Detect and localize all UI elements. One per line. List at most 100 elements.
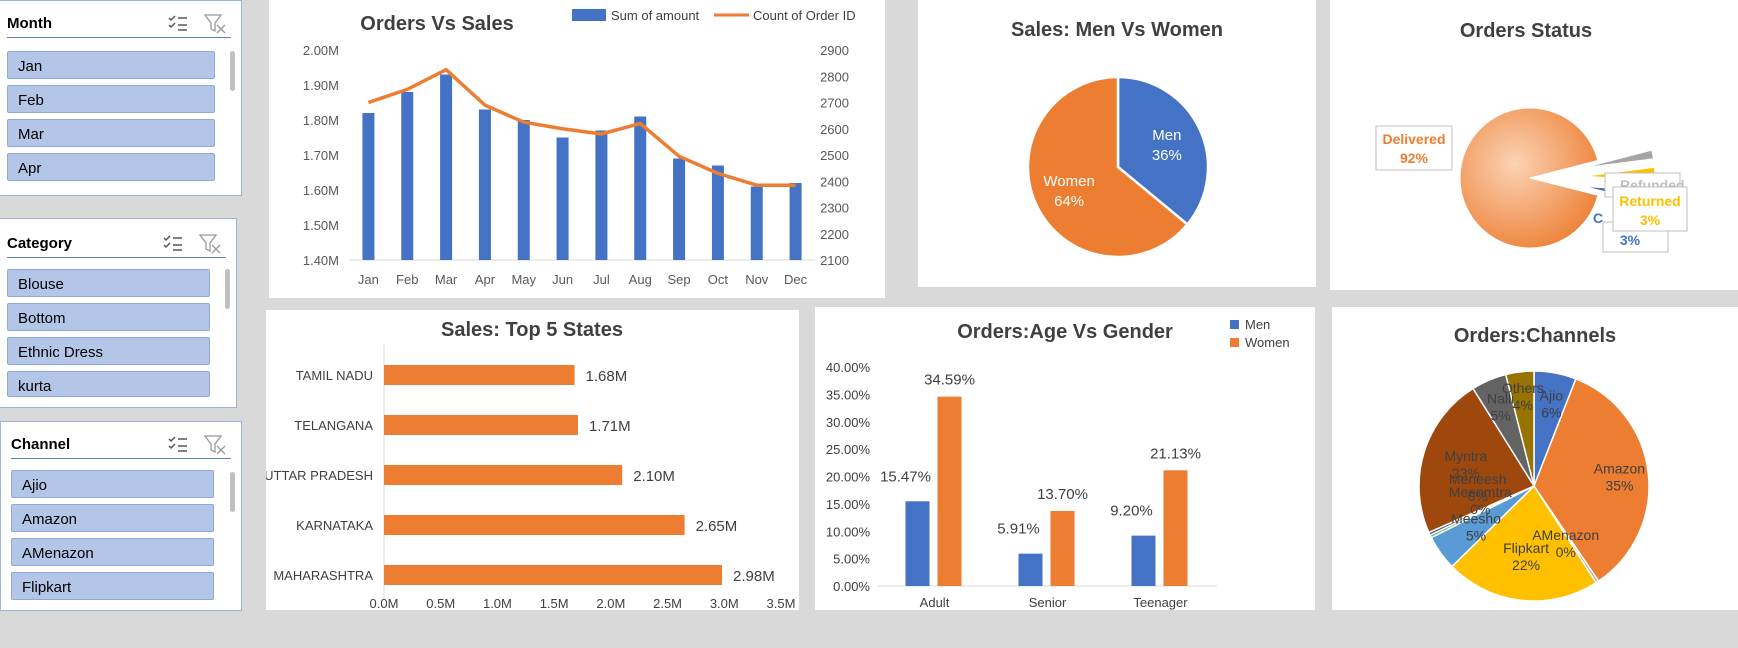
- pie-slice-refunded: [1583, 149, 1655, 169]
- x-tick-label: 1.0M: [483, 596, 512, 610]
- bar-sum-of-amount: [634, 116, 647, 260]
- y-left-tick-label: 1.70M: [303, 148, 339, 163]
- pie-label-delivered: Delivered: [1382, 131, 1445, 147]
- x-tick-label: Dec: [784, 272, 808, 287]
- category-slicer-header: Category: [7, 231, 226, 258]
- pie-label-nalli: Nalli: [1487, 391, 1514, 407]
- bar-sum-of-amount: [517, 120, 530, 260]
- bar-sum-of-amount: [789, 183, 802, 260]
- y-right-tick-label: 2400: [820, 174, 849, 189]
- y-right-tick-label: 2700: [820, 96, 849, 111]
- month-slicer: Month Jan Feb Mar Apr: [0, 0, 242, 196]
- bar-sum-of-amount: [595, 130, 608, 260]
- slicer-item-apr[interactable]: Apr: [7, 153, 215, 181]
- chart-title: Orders Vs Sales: [360, 13, 513, 35]
- data-label-women: 13.70%: [1037, 486, 1088, 503]
- x-tick-label: Adult: [920, 595, 950, 610]
- pie-label-meesho: Meesho: [1451, 510, 1501, 526]
- bar-state: [384, 465, 623, 485]
- y-right-tick-label: 2100: [820, 253, 849, 268]
- pie-slice-myntra: [1418, 387, 1536, 534]
- x-tick-label: Feb: [396, 272, 418, 287]
- data-label-men: 5.91%: [997, 521, 1040, 538]
- bar-sum-of-amount: [673, 158, 686, 260]
- x-tick-label: 0.5M: [426, 596, 455, 610]
- x-tick-label: Mar: [435, 272, 458, 287]
- channels-card: Orders:Channels Ajio 6% Amazon 35% AMenazon 0%…: [1332, 307, 1738, 610]
- channel-slicer-scrollbar[interactable]: [230, 472, 235, 512]
- bar-state: [384, 565, 723, 585]
- multi-select-icon[interactable]: [162, 233, 184, 253]
- slicer-item-jan[interactable]: Jan: [7, 51, 215, 79]
- age-gender-card: Orders:Age Vs Gender Men Women 0.00% 5.00% 10…: [815, 307, 1315, 610]
- y-tick-label: KARNATAKA: [296, 518, 373, 533]
- slicer-item-flipkart[interactable]: Flipkart: [11, 572, 214, 600]
- data-label-women: 34.59%: [924, 372, 975, 389]
- slicer-item-feb[interactable]: Feb: [7, 85, 215, 113]
- data-label-state: 1.68M: [586, 368, 628, 385]
- bar-women: [1050, 510, 1075, 586]
- legend-label-women: Women: [1245, 335, 1290, 350]
- category-slicer-scrollbar[interactable]: [225, 269, 230, 309]
- pie-value-meesho: 5%: [1466, 527, 1486, 543]
- data-label-women: 21.13%: [1150, 445, 1201, 462]
- bar-men: [1131, 535, 1156, 586]
- bar-men: [905, 501, 930, 586]
- pie-label-men: Men: [1152, 127, 1181, 144]
- slicer-item-mar[interactable]: Mar: [7, 119, 215, 147]
- bar-state: [384, 415, 578, 435]
- slicer-item-blouse[interactable]: Blouse: [7, 269, 210, 297]
- slicer-item-bottom[interactable]: Bottom: [7, 303, 210, 331]
- clear-filter-icon[interactable]: [198, 233, 222, 255]
- pie-value-returned: 3%: [1640, 212, 1661, 228]
- pie-label-meneesh: Meneesh: [1449, 471, 1507, 487]
- x-tick-label: Jan: [358, 272, 379, 287]
- x-tick-label: Senior: [1029, 595, 1067, 610]
- clear-filter-icon[interactable]: [203, 434, 227, 456]
- pie-label-myntra: Myntra: [1444, 448, 1487, 464]
- pie-slice-women: [1026, 75, 1190, 259]
- orders-status-chart: Orders StatusDelivered92%RefundedC3%Retu…: [1375, 20, 1688, 253]
- pie-value-ajio: 6%: [1541, 405, 1561, 421]
- y-tick-label: UTTAR PRADESH: [266, 468, 373, 483]
- sales-gender-card: Sales: Men Vs Women Men 36% Women 64%: [918, 0, 1316, 287]
- x-tick-label: Oct: [708, 272, 729, 287]
- channel-slicer-header: Channel: [11, 432, 231, 459]
- legend-swatch-women: [1230, 338, 1239, 347]
- slicer-item-ethnic-dress[interactable]: Ethnic Dress: [7, 337, 210, 365]
- pie-value-delivered: 92%: [1400, 150, 1429, 166]
- month-slicer-scrollbar[interactable]: [230, 51, 235, 91]
- y-left-tick-label: 1.40M: [303, 253, 339, 268]
- pie-slice-flipkart: [1450, 484, 1598, 602]
- channel-slicer: Channel Ajio Amazon AMenazon Flipkart: [0, 421, 242, 611]
- x-tick-label: 0.0M: [370, 596, 399, 610]
- slicer-item-amenazon[interactable]: AMenazon: [11, 538, 214, 566]
- pie-label-amazon: Amazon: [1594, 461, 1645, 477]
- multi-select-icon[interactable]: [167, 13, 189, 33]
- bar-state: [384, 365, 575, 385]
- y-tick-label: 20.00%: [826, 470, 871, 485]
- slicer-item-amazon[interactable]: Amazon: [11, 504, 214, 532]
- y-tick-label: 5.00%: [833, 552, 870, 567]
- y-left-tick-label: 1.80M: [303, 113, 339, 128]
- bar-sum-of-amount: [362, 113, 375, 260]
- legend-swatch-men: [1230, 320, 1239, 329]
- orders-vs-sales-card: Orders Vs Sales Sum of amount Count of Ord…: [269, 0, 885, 298]
- pie-slice-others: [1504, 370, 1535, 487]
- legend-label-men: Men: [1245, 317, 1270, 332]
- slicer-item-kurta[interactable]: kurta: [7, 371, 210, 397]
- clear-filter-icon[interactable]: [203, 13, 227, 35]
- chart-title: Sales: Top 5 States: [441, 319, 623, 341]
- data-label-state: 2.98M: [733, 568, 775, 585]
- pie-slice-amazon: [1533, 377, 1650, 583]
- chart-title: Orders Status: [1460, 20, 1592, 42]
- top5-states-card: Sales: Top 5 States TAMIL NADU 1.68M TELANG…: [264, 310, 799, 611]
- data-label-state: 2.65M: [696, 518, 738, 535]
- data-label-men: 9.20%: [1110, 503, 1153, 520]
- chart-title: Orders:Age Vs Gender: [957, 321, 1173, 343]
- slicer-item-ajio[interactable]: Ajio: [11, 470, 214, 498]
- pie-slice-men: [1116, 75, 1210, 227]
- multi-select-icon[interactable]: [167, 434, 189, 454]
- pie-value-meenmtra: 0%: [1470, 501, 1490, 517]
- x-tick-label: Jun: [552, 272, 573, 287]
